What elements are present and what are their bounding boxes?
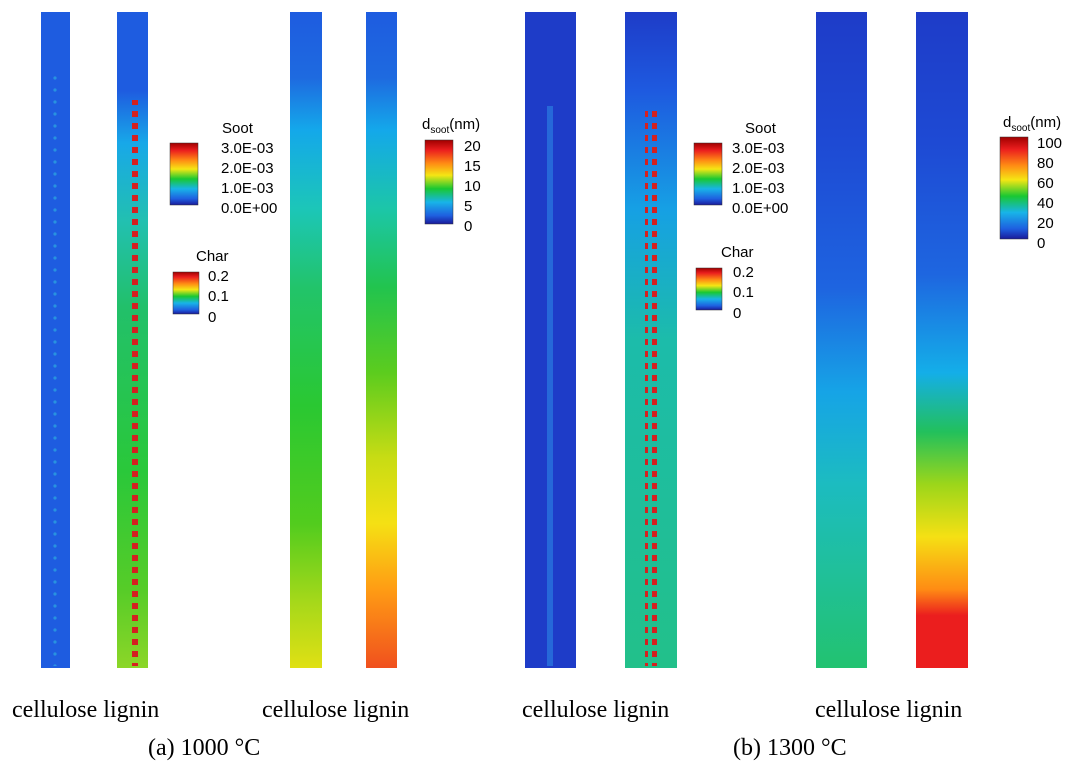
- legend-b-char-tick-1: 0.1: [733, 284, 754, 301]
- legend-a-char-title: Char: [196, 248, 229, 265]
- particle-trail-a-lignin: [128, 100, 138, 666]
- legend-b-dsoot-title-sub: soot: [1011, 123, 1030, 134]
- panel-a: Soot 3.0E-03 2.0E-03 1.0E-03 0.0E+00 Cha…: [41, 12, 481, 668]
- legend-b-dsoot-title: dsoot(nm): [1003, 114, 1061, 134]
- strip-a-dsoot-lignin: [366, 12, 397, 668]
- legend-b-soot-tick-1: 2.0E-03: [732, 160, 785, 177]
- legend-a-dsoot-title-unit: (nm): [449, 116, 480, 133]
- legend-b-soot-tick-2: 1.0E-03: [732, 180, 785, 197]
- colorbar-a-soot: [169, 142, 199, 206]
- legend-a-dsoot-title-sub: soot: [430, 125, 449, 136]
- legend-b-dsoot-tick-5: 0: [1037, 235, 1045, 252]
- legend-a-char-tick-2: 0: [208, 309, 216, 326]
- legend-a-soot-tick-1: 2.0E-03: [221, 160, 274, 177]
- legend-a-soot-tick-0: 3.0E-03: [221, 140, 274, 157]
- legend-a-dsoot-tick-3: 5: [464, 198, 472, 215]
- colorbar-b-soot: [693, 142, 723, 206]
- legend-b-char-tick-0: 0.2: [733, 264, 754, 281]
- legend-b-dsoot-title-main: d: [1003, 114, 1011, 131]
- colorbar-a-dsoot: [424, 139, 454, 225]
- legend-b-soot-tick-0: 3.0E-03: [732, 140, 785, 157]
- legend-a-char: Char 0.2 0.1 0: [172, 248, 229, 326]
- particle-trail-a-cellulose: [50, 70, 62, 666]
- legend-b-soot-tick-3: 0.0E+00: [732, 200, 788, 217]
- legend-a-dsoot-tick-4: 0: [464, 218, 472, 235]
- legend-a-dsoot-title-main: d: [422, 116, 430, 133]
- colorbar-a-char: [172, 271, 200, 315]
- legend-a-dsoot-title: dsoot(nm): [422, 116, 480, 136]
- legend-a-char-tick-1: 0.1: [208, 288, 229, 305]
- legend-b-soot: Soot 3.0E-03 2.0E-03 1.0E-03 0.0E+00: [693, 120, 788, 217]
- strip-a-dsoot-cellulose: [290, 12, 322, 668]
- legend-a-soot-tick-2: 1.0E-03: [221, 180, 274, 197]
- legend-a-dsoot-tick-2: 10: [464, 178, 481, 195]
- legend-a-dsoot: dsoot(nm) 20 15 10 5 0: [422, 116, 481, 235]
- strip-b-dsoot-lignin: [916, 12, 968, 668]
- column-label-a-dsoot: cellulose lignin: [262, 697, 409, 723]
- legend-b-dsoot-title-unit: (nm): [1030, 114, 1061, 131]
- legend-b-dsoot: dsoot(nm) 100 80 60 40 20 0: [999, 114, 1062, 252]
- legend-b-dsoot-tick-1: 80: [1037, 155, 1054, 172]
- legend-a-soot-tick-3: 0.0E+00: [221, 200, 277, 217]
- legend-b-soot-title: Soot: [745, 120, 777, 137]
- legend-a-dsoot-tick-1: 15: [464, 158, 481, 175]
- column-label-b-soot: cellulose lignin: [522, 697, 669, 723]
- legend-a-soot: Soot 3.0E-03 2.0E-03 1.0E-03 0.0E+00: [169, 120, 277, 217]
- legend-b-dsoot-tick-2: 60: [1037, 175, 1054, 192]
- legend-b-char-title: Char: [721, 244, 754, 261]
- caption-a: (a) 1000 °C: [148, 735, 260, 761]
- caption-b: (b) 1300 °C: [733, 735, 847, 761]
- column-label-b-dsoot: cellulose lignin: [815, 697, 962, 723]
- legend-b-char: Char 0.2 0.1 0: [695, 244, 754, 322]
- legend-a-char-tick-0: 0.2: [208, 268, 229, 285]
- colorbar-b-dsoot: [999, 136, 1029, 240]
- particle-trail-b-lignin: [645, 106, 657, 666]
- legend-b-char-tick-2: 0: [733, 305, 741, 322]
- column-label-a-soot: cellulose lignin: [12, 697, 159, 723]
- strip-b-dsoot-cellulose: [816, 12, 867, 668]
- particle-trail-b-cellulose: [547, 106, 553, 666]
- colorbar-b-char: [695, 267, 723, 311]
- legend-b-dsoot-tick-3: 40: [1037, 195, 1054, 212]
- legend-a-soot-title: Soot: [222, 120, 254, 137]
- legend-b-dsoot-tick-0: 100: [1037, 135, 1062, 152]
- legend-a-dsoot-tick-0: 20: [464, 138, 481, 155]
- legend-b-dsoot-tick-4: 20: [1037, 215, 1054, 232]
- panel-b: Soot 3.0E-03 2.0E-03 1.0E-03 0.0E+00 Cha…: [525, 12, 1062, 668]
